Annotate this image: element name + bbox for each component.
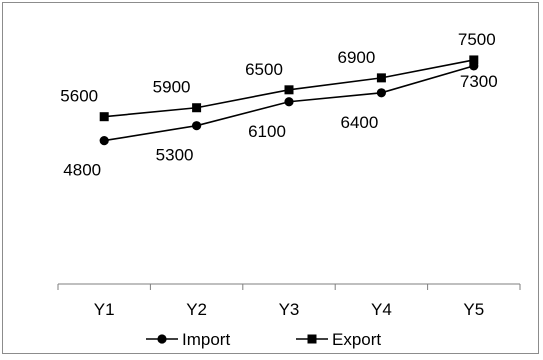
data-point-export (284, 85, 294, 95)
line-chart: Y1 Y2 Y3 Y4 Y5 4800 5300 6100 6400 7300 5600 5900 6… (57, 30, 521, 349)
data-point-export (99, 112, 109, 122)
data-label-import: 5300 (156, 146, 194, 165)
data-point-export (469, 55, 479, 65)
axis-layer: Y1 Y2 Y3 Y4 Y5 (57, 283, 521, 319)
data-label-import: 6400 (340, 113, 378, 132)
data-point-export (376, 73, 386, 83)
label-layer: 4800 5300 6100 6400 7300 5600 5900 6500 6900 7500 (60, 30, 497, 180)
data-point-import (99, 136, 109, 146)
x-tick-label: Y5 (463, 300, 484, 319)
data-label-export: 6900 (337, 48, 375, 67)
legend-marker-import (157, 334, 167, 344)
x-tick-label: Y3 (279, 300, 300, 319)
x-tick-label: Y1 (94, 300, 115, 319)
legend: Import Export (146, 330, 381, 349)
data-point-import (192, 121, 202, 131)
data-label-import: 6100 (248, 122, 286, 141)
data-label-import: 7300 (460, 72, 498, 91)
legend-label-export: Export (332, 330, 381, 349)
chart-frame: Y1 Y2 Y3 Y4 Y5 4800 5300 6100 6400 7300 5600 5900 6… (2, 2, 539, 354)
data-point-import (376, 88, 386, 98)
data-label-export: 7500 (458, 30, 496, 49)
x-tick-label: Y4 (371, 300, 392, 319)
data-point-import (284, 97, 294, 107)
legend-label-import: Import (182, 330, 230, 349)
series-layer (99, 55, 479, 146)
x-tick-label: Y2 (186, 300, 207, 319)
legend-marker-export (307, 334, 317, 344)
data-label-export: 5600 (60, 87, 98, 106)
data-label-import: 4800 (63, 161, 101, 180)
data-label-export: 5900 (153, 78, 191, 97)
data-label-export: 6500 (245, 60, 283, 79)
data-point-export (192, 103, 202, 113)
